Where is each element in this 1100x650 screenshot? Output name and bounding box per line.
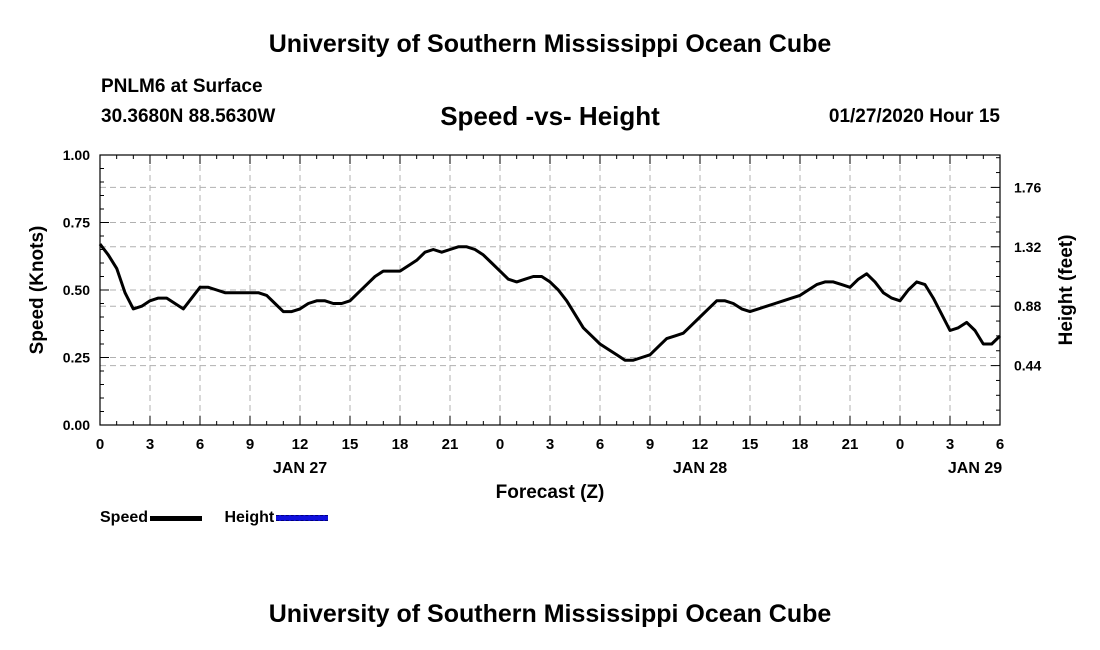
date-label: JAN 29: [948, 460, 1002, 477]
x-axis-label: Forecast (Z): [495, 482, 605, 503]
forecast-timestamp: 01/27/2020 Hour 15: [828, 106, 1000, 127]
legend-speed: Speed: [100, 509, 203, 527]
x-tick-label: 0: [496, 436, 504, 453]
date-label: JAN 27: [273, 460, 327, 477]
y-axis-label: Speed (Knots): [27, 226, 48, 355]
x-tick-label: 12: [292, 436, 309, 453]
y-tick-label: 0.50: [63, 282, 90, 298]
footer-title: University of Southern Mississippi Ocean…: [268, 600, 832, 628]
x-tick-label: 0: [96, 436, 104, 453]
legend-speed-swatch: [150, 515, 203, 521]
legend: Speed Height: [100, 509, 346, 527]
x-tick-label: 15: [342, 436, 359, 453]
report-title: University of Southern Mississippi Ocean…: [268, 30, 832, 58]
x-tick-label: 15: [742, 436, 759, 453]
legend-speed-label: Speed: [100, 509, 149, 526]
x-tick-label: 3: [146, 436, 154, 453]
x-tick-label: 3: [546, 436, 554, 453]
plot-frame: [99, 154, 1001, 426]
x-tick-label: 6: [596, 436, 604, 453]
x-tick-label: 9: [246, 436, 254, 453]
coordinates-label: 30.3680N 88.5630W: [101, 106, 276, 127]
y2-tick-label: 0.44: [1014, 358, 1041, 374]
x-tick-label: 0: [896, 436, 904, 453]
tick-label-layer: 0 3 6 9 12 15 18 21 0 3 6 9 12 15 18 21 0 3 6 JAN 27 JAN 28 J…: [63, 147, 1042, 477]
date-label: JAN 28: [673, 460, 727, 477]
x-tick-label: 18: [392, 436, 409, 453]
x-tick-label: 6: [196, 436, 204, 453]
x-tick-label: 21: [442, 436, 459, 453]
x-tick-label: 21: [842, 436, 859, 453]
x-tick-label: 18: [792, 436, 809, 453]
tick-layer: [99, 154, 1001, 426]
legend-height-label: Height: [224, 509, 275, 526]
y2-tick-label: 0.88: [1014, 298, 1041, 314]
y2-axis-label: Height (feet): [1056, 235, 1077, 346]
x-tick-label: 3: [946, 436, 954, 453]
y-tick-label: 0.75: [63, 215, 90, 231]
station-label: PNLM6 at Surface: [101, 76, 263, 97]
legend-height: Height: [224, 509, 329, 527]
y-tick-label: 0.25: [63, 350, 90, 366]
y2-tick-label: 1.76: [1014, 179, 1041, 195]
chart-title: Speed -vs- Height: [440, 101, 660, 131]
x-tick-label: 12: [692, 436, 709, 453]
speed-series-line: [98, 243, 1002, 362]
y-tick-label: 1.00: [63, 147, 90, 163]
x-tick-label: 9: [646, 436, 654, 453]
series-layer: [98, 243, 1002, 362]
legend-height-swatch: [276, 515, 329, 521]
y-tick-label: 0.00: [63, 417, 90, 433]
x-tick-label: 6: [996, 436, 1004, 453]
grid-layer: [100, 155, 1000, 425]
y2-tick-label: 1.32: [1014, 239, 1041, 255]
